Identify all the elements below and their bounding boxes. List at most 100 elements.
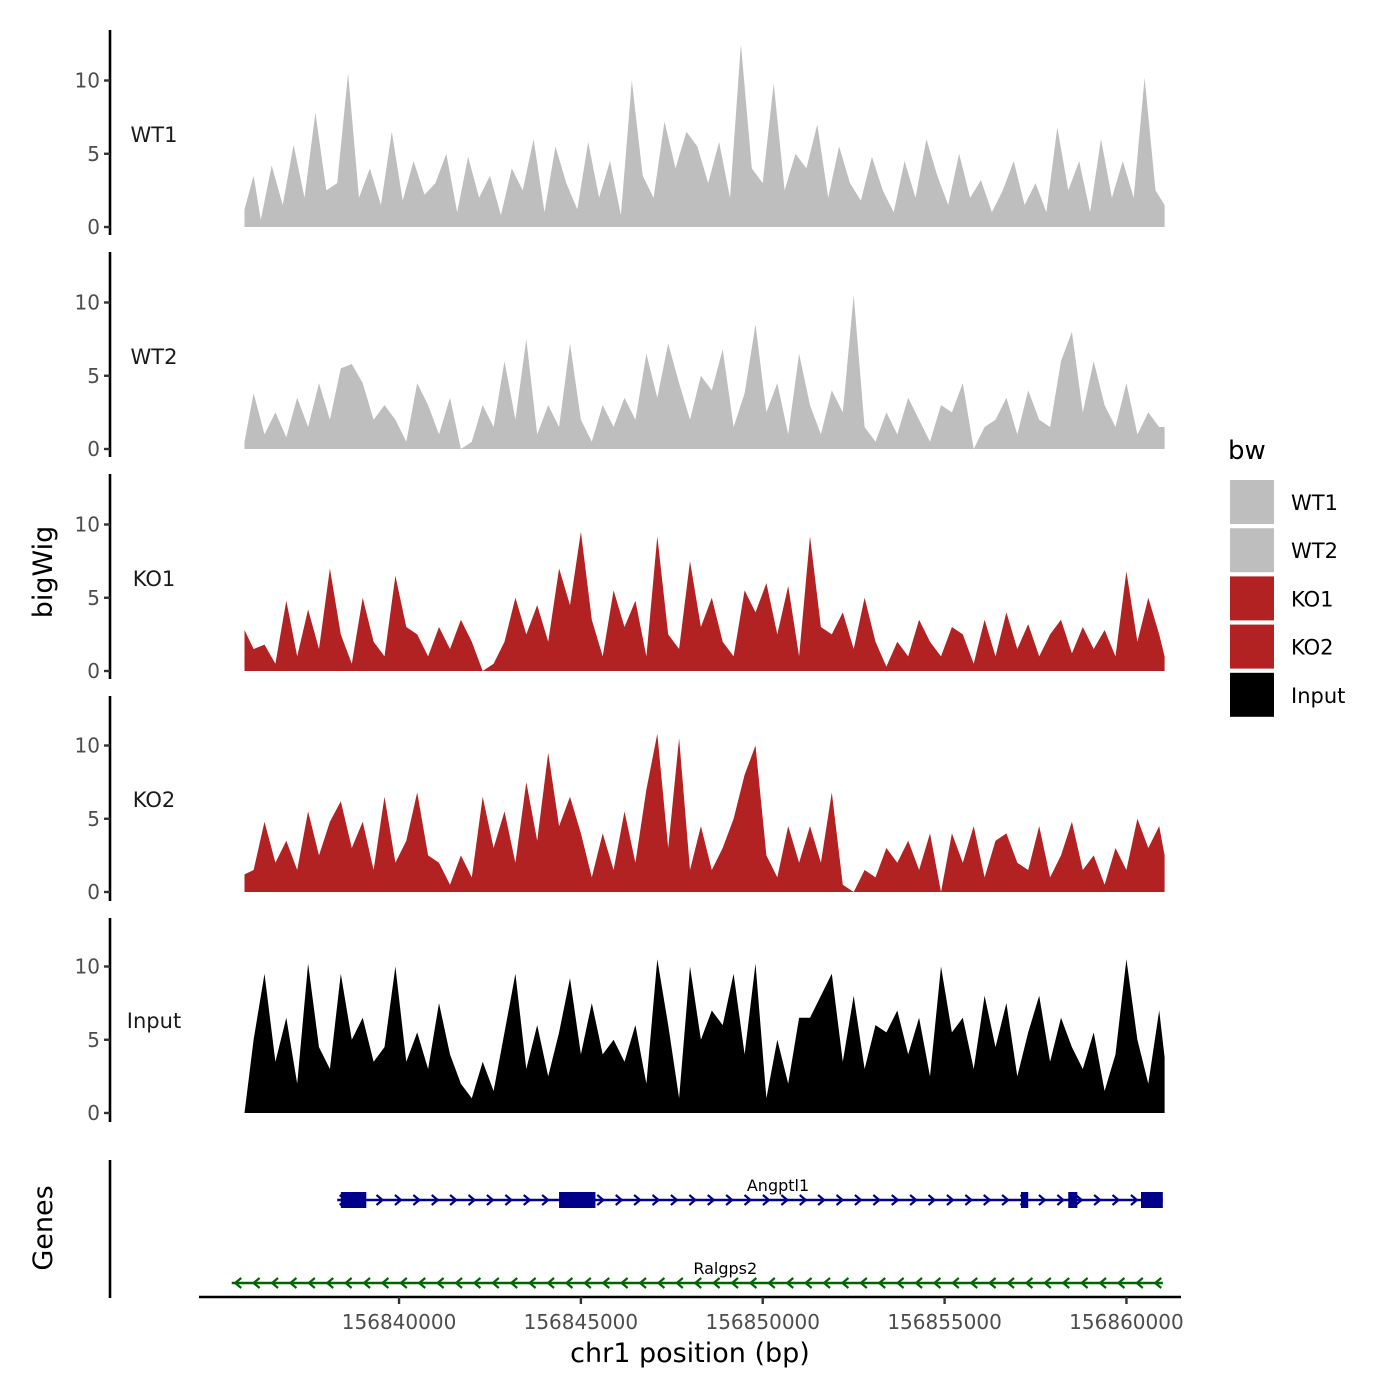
- strand-arrow: [523, 1194, 532, 1206]
- strand-arrow: [780, 1194, 790, 1206]
- strand-arrow: [394, 1194, 403, 1206]
- legend-swatch: [1230, 528, 1274, 573]
- x-tick-label: 156850000: [705, 1310, 820, 1334]
- strand-arrow: [711, 1277, 721, 1289]
- strand-arrow: [435, 1277, 445, 1289]
- legend-item-ko1: KO1: [1230, 576, 1334, 621]
- y-tick-label: 5: [87, 586, 100, 610]
- strand-arrow: [799, 1194, 808, 1206]
- exon-block: [340, 1192, 367, 1208]
- strand-arrow: [969, 1277, 978, 1289]
- y-tick-label: 10: [75, 69, 100, 93]
- exon-block: [1068, 1192, 1078, 1208]
- strand-arrow: [467, 1194, 477, 1206]
- gene-label-angptl1: Angptl1: [747, 1176, 809, 1195]
- signal-area-input: [244, 959, 1165, 1113]
- legend-title: bw: [1228, 436, 1266, 466]
- signal-area-wt1: [244, 43, 1165, 228]
- strand-arrow: [891, 1194, 900, 1206]
- genes-panel-title: Genes: [28, 1185, 59, 1270]
- strand-arrow: [951, 1277, 960, 1289]
- strand-arrow: [1006, 1277, 1015, 1289]
- legend-item-wt1: WT1: [1230, 480, 1338, 524]
- strand-arrow: [877, 1277, 886, 1289]
- strand-arrow: [541, 1194, 550, 1206]
- strand-arrow: [325, 1277, 334, 1289]
- strand-arrow: [651, 1194, 661, 1206]
- y-tick-label: 5: [87, 364, 100, 388]
- strand-arrow: [270, 1277, 279, 1289]
- strand-arrow: [693, 1277, 702, 1289]
- strand-arrow: [932, 1277, 942, 1289]
- strand-arrow: [362, 1277, 371, 1289]
- strand-arrow: [601, 1277, 610, 1289]
- strand-arrow: [504, 1194, 514, 1206]
- track-label-ko2: KO2: [133, 788, 176, 812]
- strand-arrow: [895, 1277, 905, 1289]
- y-tick-label: 5: [87, 142, 100, 166]
- strand-arrow: [927, 1194, 937, 1206]
- strand-arrow: [964, 1194, 974, 1206]
- strand-arrow: [412, 1194, 422, 1206]
- strand-arrow: [1116, 1277, 1126, 1289]
- strand-arrow: [619, 1277, 629, 1289]
- strand-arrow: [914, 1277, 923, 1289]
- track-wt2: 0 5 10 WT2: [75, 252, 1165, 461]
- gene-ralgps2: Ralgps2: [231, 1259, 1163, 1289]
- x-axis: 156840000 156845000 156850000 156855000 1568…: [199, 1295, 1184, 1334]
- genes-panel: Angptl1 Ralgps2: [108, 1160, 1163, 1298]
- track-label-wt1: WT1: [131, 123, 178, 147]
- y-axis-title: bigWig: [28, 526, 59, 619]
- strand-arrow: [785, 1277, 794, 1289]
- strand-arrow: [872, 1194, 882, 1206]
- strand-arrow: [375, 1194, 385, 1206]
- x-axis-title: chr1 position (bp): [570, 1338, 810, 1369]
- track-label-input: Input: [127, 1009, 181, 1033]
- strand-arrow: [1111, 1194, 1121, 1206]
- strand-arrow: [707, 1194, 716, 1206]
- strand-arrow: [1153, 1277, 1162, 1289]
- strand-arrow: [987, 1277, 997, 1289]
- legend-swatch: [1230, 672, 1274, 717]
- strand-arrow: [399, 1277, 408, 1289]
- track-ko2: 0 5 10 KO2: [75, 696, 1165, 904]
- signal-area-ko2: [244, 733, 1165, 892]
- strand-arrow: [527, 1277, 537, 1289]
- signal-area-wt2: [244, 295, 1165, 449]
- strand-arrow: [1079, 1277, 1089, 1289]
- strand-arrow: [251, 1277, 261, 1289]
- y-tick-label: 10: [75, 513, 100, 537]
- strand-arrow: [583, 1277, 592, 1289]
- strand-arrow: [822, 1277, 831, 1289]
- gene-angptl1: Angptl1: [337, 1176, 1163, 1208]
- strand-arrow: [1043, 1277, 1052, 1289]
- exon-block: [559, 1192, 596, 1208]
- strand-arrow: [431, 1194, 440, 1206]
- strand-arrow: [835, 1194, 845, 1206]
- strand-arrow: [1093, 1194, 1102, 1206]
- x-tick-label: 156840000: [342, 1310, 457, 1334]
- strand-arrow: [307, 1277, 316, 1289]
- strand-arrow: [449, 1194, 458, 1206]
- strand-arrow: [564, 1277, 574, 1289]
- legend-swatch: [1230, 480, 1274, 524]
- strand-arrow: [1098, 1277, 1107, 1289]
- strand-arrow: [725, 1194, 734, 1206]
- strand-arrow: [730, 1277, 739, 1289]
- strand-arrow: [1024, 1277, 1034, 1289]
- legend-label: WT2: [1291, 539, 1338, 563]
- strand-arrow: [491, 1277, 500, 1289]
- y-tick-label: 0: [87, 437, 100, 461]
- strand-arrow: [1038, 1194, 1047, 1206]
- strand-arrow: [233, 1277, 242, 1289]
- strand-arrow: [817, 1194, 826, 1206]
- strand-arrow: [688, 1194, 698, 1206]
- y-tick-label: 0: [87, 880, 100, 904]
- strand-arrow: [840, 1277, 850, 1289]
- strand-arrow: [1075, 1194, 1084, 1206]
- legend-item-input: Input: [1230, 672, 1345, 717]
- x-tick-label: 156855000: [887, 1310, 1002, 1334]
- legend-label: Input: [1291, 684, 1345, 708]
- y-tick-label: 10: [75, 291, 100, 315]
- strand-arrow: [288, 1277, 298, 1289]
